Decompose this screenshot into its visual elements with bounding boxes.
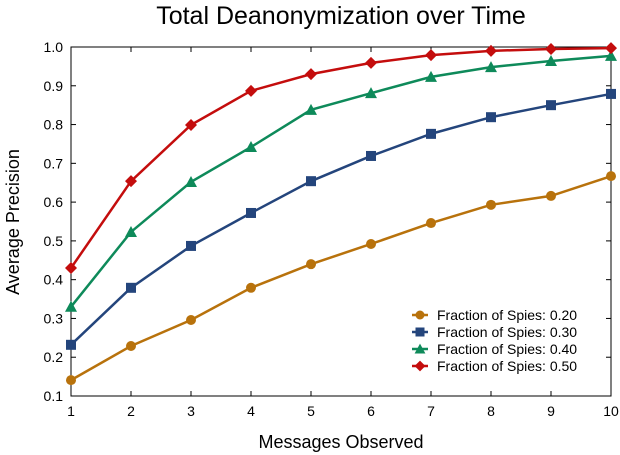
legend-item: Fraction of Spies: 0.30 xyxy=(412,324,577,340)
data-point xyxy=(66,339,76,350)
data-point xyxy=(245,84,257,97)
data-point xyxy=(415,327,425,337)
series-line xyxy=(70,174,612,382)
legend-item: Fraction of Spies: 0.50 xyxy=(412,358,577,374)
series-0 xyxy=(66,171,616,386)
data-point xyxy=(425,49,437,62)
y-tick-label: 0.8 xyxy=(44,117,64,133)
y-axis-label: Average Precision xyxy=(3,149,23,295)
plot-frame xyxy=(70,46,612,397)
x-tick-label: 3 xyxy=(187,403,195,419)
legend-item: Fraction of Spies: 0.20 xyxy=(412,307,577,323)
data-point xyxy=(485,44,497,57)
data-point xyxy=(414,360,426,372)
data-point xyxy=(365,56,377,69)
data-point xyxy=(605,42,617,55)
x-axis-label: Messages Observed xyxy=(258,432,423,452)
y-tick-label: 0.4 xyxy=(44,272,64,288)
data-point xyxy=(606,171,616,182)
x-tick-label: 9 xyxy=(547,403,555,419)
data-point xyxy=(606,88,616,99)
data-point xyxy=(366,150,376,161)
chart-title: Total Deanonymization over Time xyxy=(156,2,526,30)
data-point xyxy=(245,141,257,153)
data-point xyxy=(426,128,436,139)
data-point xyxy=(125,225,137,237)
legend-label: Fraction of Spies: 0.20 xyxy=(437,307,577,323)
legend-label: Fraction of Spies: 0.40 xyxy=(437,341,577,357)
x-tick-label: 4 xyxy=(247,403,255,419)
x-tick-label: 8 xyxy=(487,403,495,419)
data-point xyxy=(65,262,77,275)
series-line xyxy=(70,92,612,346)
series-2 xyxy=(65,49,617,312)
y-tick-label: 0.9 xyxy=(44,78,64,94)
data-point xyxy=(545,42,557,55)
data-point xyxy=(126,282,136,293)
data-point xyxy=(605,49,617,61)
data-point xyxy=(414,343,426,354)
data-point xyxy=(126,340,136,351)
data-point xyxy=(186,240,196,251)
data-point xyxy=(125,175,137,188)
legend-label: Fraction of Spies: 0.30 xyxy=(437,324,577,340)
data-point xyxy=(365,87,377,99)
x-tick-label: 5 xyxy=(307,403,315,419)
data-point xyxy=(366,238,376,249)
data-point xyxy=(545,54,557,66)
data-point xyxy=(305,103,317,115)
data-point xyxy=(185,118,197,131)
data-point xyxy=(65,300,77,312)
series-line xyxy=(69,46,612,269)
data-point xyxy=(426,218,436,229)
y-tick-label: 0.5 xyxy=(44,233,64,249)
data-point xyxy=(485,61,497,73)
data-point xyxy=(186,314,196,325)
data-point xyxy=(415,310,425,320)
y-tick-label: 1.0 xyxy=(44,39,64,55)
x-tick-label: 7 xyxy=(427,403,435,419)
x-tick-label: 6 xyxy=(367,403,375,419)
data-point xyxy=(66,375,76,386)
series-1 xyxy=(66,88,616,350)
x-tick-label: 10 xyxy=(603,403,619,419)
y-tick-label: 0.6 xyxy=(44,194,64,210)
y-tick-label: 0.1 xyxy=(44,388,64,404)
data-point xyxy=(546,190,556,201)
y-tick-label: 0.3 xyxy=(44,310,64,326)
data-point xyxy=(246,282,256,293)
data-point xyxy=(306,259,316,270)
data-point xyxy=(306,176,316,187)
legend-item: Fraction of Spies: 0.40 xyxy=(412,341,577,357)
data-point xyxy=(486,199,496,210)
legend-label: Fraction of Spies: 0.50 xyxy=(437,358,577,374)
data-point xyxy=(305,68,317,81)
series-line xyxy=(70,54,612,308)
data-point xyxy=(486,112,496,123)
x-tick-label: 1 xyxy=(67,403,75,419)
data-point xyxy=(246,207,256,218)
data-point xyxy=(425,70,437,82)
x-tick-label: 2 xyxy=(127,403,135,419)
data-point xyxy=(546,100,556,111)
series-3 xyxy=(65,42,617,275)
y-tick-label: 0.7 xyxy=(44,155,64,171)
y-tick-label: 0.2 xyxy=(44,349,64,365)
data-point xyxy=(185,175,197,187)
